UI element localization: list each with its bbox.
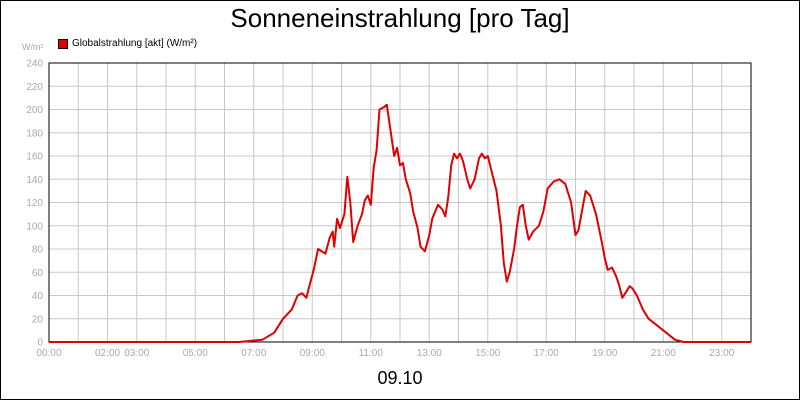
y-tick-label: 60 [32,268,44,279]
y-tick-label: 220 [26,82,43,93]
y-tick-label: 40 [32,291,44,302]
x-tick-label: 17:00 [534,348,559,359]
y-tick-label: 0 [37,338,43,349]
legend: Globalstrahlung [akt] (W/m²) [58,38,197,49]
x-tick-label: 00:00 [36,348,61,359]
x-tick-label: 21:00 [651,348,676,359]
y-axis-unit: W/m² [22,42,44,52]
x-tick-label: 03:00 [124,348,149,359]
y-tick-label: 80 [32,245,44,256]
y-tick-label: 20 [32,314,44,325]
y-tick-label: 240 [26,59,43,70]
y-tick-label: 100 [26,221,43,232]
y-tick-label: 160 [26,152,43,163]
x-tick-label: 07:00 [241,348,266,359]
x-tick-label: 13:00 [417,348,442,359]
legend-label: Globalstrahlung [akt] (W/m²) [72,38,198,49]
x-tick-label: 11:00 [359,348,384,359]
x-tick-label: 09:00 [300,348,325,359]
plot-border [48,62,752,343]
y-tick-label: 200 [26,105,43,116]
y-tick-label: 120 [26,198,43,209]
x-tick-label: 15:00 [475,348,500,359]
y-tick-label: 140 [26,175,43,186]
x-tick-label: 02:00 [95,348,120,359]
legend-swatch [58,38,68,49]
series-line [49,103,751,343]
chart-title: Sonneneinstrahlung [pro Tag] [230,3,570,33]
y-tick-label: 180 [26,128,43,139]
x-tick-label: 23:00 [709,348,734,359]
date-label: 09.10 [377,368,423,388]
x-tick-label: 05:00 [183,348,208,359]
x-tick-label: 19:00 [592,348,617,359]
